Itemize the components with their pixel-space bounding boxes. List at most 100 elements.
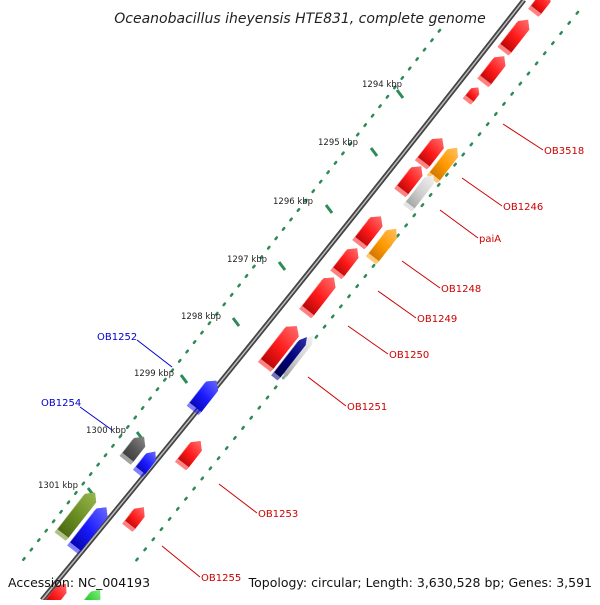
gene-arrow-22-face [125, 507, 145, 529]
gene-arrow-6-face [429, 147, 458, 181]
gene-arrow-5-side [414, 157, 430, 170]
gene-arrow-2[interactable] [497, 19, 530, 56]
gene-arrow-3-face [480, 56, 506, 85]
gene-arrow-8-side [394, 185, 409, 198]
tick-mark-1296 [324, 204, 334, 214]
gene-arrow-20[interactable] [54, 492, 97, 541]
gene-arrow-17-face [177, 441, 202, 468]
gene-arrow-7-face [406, 175, 434, 209]
gene-arrow-5-face [417, 138, 444, 167]
gene-label-OB1246[interactable]: OB1246 [503, 202, 543, 213]
gene-arrow-24[interactable] [76, 589, 101, 605]
outer-dotted-track [18, 28, 442, 566]
gene-arrow-12-side [299, 278, 324, 309]
tick-label-1294: 1294 kbp [362, 80, 402, 90]
gene-arrow-15-side [271, 340, 300, 376]
gene-arrow-8[interactable] [394, 166, 423, 198]
gene-arrow-12-side [299, 305, 314, 319]
gene-arrow-21[interactable] [67, 507, 108, 554]
gene-arrow-7-side [403, 177, 426, 205]
gene-arrow-20-side [54, 529, 69, 541]
gene-label-OB1248[interactable]: OB1248 [441, 284, 481, 295]
gene-arrow-22-side [122, 520, 136, 532]
gene-label-OB3518[interactable]: OB3518 [544, 146, 584, 157]
genome-backbone-highlight [41, 0, 525, 601]
gene-arrow-17-side [174, 458, 189, 471]
gene-arrow-16[interactable] [186, 380, 219, 415]
gene-arrow-9[interactable] [352, 216, 383, 250]
gene-arrow-13-side [257, 359, 274, 372]
gene-arrow-8-side [394, 167, 412, 189]
gene-arrow-24-face [80, 589, 101, 605]
gene-label-paiA[interactable]: paiA [479, 234, 501, 245]
gene-label-OB1254[interactable]: OB1254 [41, 398, 81, 409]
gene-arrow-22-side [122, 508, 135, 524]
gene-arrow-12[interactable] [299, 277, 336, 319]
gene-arrow-21-side [67, 508, 97, 546]
tick-mark-1297 [277, 261, 287, 271]
map-title: Oceanobacillus iheyensis HTE831, complet… [114, 11, 485, 27]
tick-label-1297: 1297 kbp [227, 255, 267, 265]
gene-arrow-10-side [365, 253, 379, 265]
gene-arrow-9-side [352, 237, 368, 250]
gene-arrow-9-side [352, 217, 371, 240]
gene-arrow-16-side [186, 402, 202, 415]
gene-arrow-15-face [274, 337, 307, 378]
gene-label-OB1253[interactable]: OB1253 [258, 509, 298, 520]
gene-arrow-10-face [368, 228, 397, 262]
gene-arrow-5[interactable] [414, 138, 444, 170]
tick-mark-1295 [369, 147, 379, 157]
tick-mark-1299 [179, 374, 189, 384]
gene-arrow-13[interactable] [257, 326, 299, 372]
gene-arrow-4[interactable] [462, 87, 480, 105]
gene-arrow-19[interactable] [132, 451, 156, 478]
gene-arrow-18-side [119, 438, 135, 456]
gene-arrow-22[interactable] [122, 507, 145, 532]
gene-arrow-17-side [174, 442, 191, 462]
gene-label-OB1251[interactable]: OB1251 [347, 402, 387, 413]
gene-arrow-18-side [119, 452, 134, 465]
gene-arrow-15[interactable] [271, 337, 307, 381]
gene-arrow-8-face [397, 166, 423, 195]
callout-lines [79, 123, 544, 578]
gene-arrow-1[interactable] [528, 0, 551, 17]
gene-arrow-1-side [528, 5, 542, 17]
gene-arrow-5-side [414, 139, 432, 161]
gene-arrow-21-side [67, 542, 82, 554]
gene-arrow-18-face [122, 436, 146, 462]
gene-arrow-12-face [302, 277, 336, 316]
gene-arrow-16-side [186, 381, 207, 406]
gene-label-OB1249[interactable]: OB1249 [417, 314, 457, 325]
tick-label-1298: 1298 kbp [181, 312, 221, 322]
tick-label-1301: 1301 kbp [38, 481, 78, 491]
gene-arrow-17[interactable] [174, 441, 202, 471]
gene-arrow-3[interactable] [477, 56, 506, 88]
gene-arrow-10[interactable] [365, 228, 397, 265]
gene-arrow-18[interactable] [119, 436, 146, 465]
gene-arrow-11-side [330, 267, 345, 280]
tick-label-1300: 1300 kbp [86, 426, 126, 436]
gene-arrow-15-side [271, 372, 281, 381]
gene-arrow-3-side [477, 75, 492, 88]
gene-arrow-1-side [528, 0, 536, 9]
gene-arrow-11[interactable] [330, 248, 359, 280]
gene-label-OB1255[interactable]: OB1255 [201, 573, 241, 584]
tick-label-1299: 1299 kbp [134, 369, 174, 379]
gene-label-OB1250[interactable]: OB1250 [389, 350, 429, 361]
gene-arrow-3-side [477, 57, 495, 79]
gene-arrow-16-face [189, 380, 219, 412]
gene-arrow-4-side [462, 95, 474, 105]
gene-arrow-4-face [465, 87, 480, 102]
gene-arrow-7[interactable] [403, 175, 434, 212]
tick-marks [86, 89, 405, 497]
tick-mark-1298 [231, 317, 241, 327]
gene-arrow-2-face [500, 19, 530, 53]
gene-arrow-10-side [365, 230, 387, 257]
gene-arrow-19-side [132, 453, 147, 470]
gene-arrow-13-side [257, 326, 287, 362]
genome-summary-text: Topology: circular; Length: 3,630,528 bp… [248, 575, 592, 590]
gene-arrow-6[interactable] [426, 147, 458, 184]
gene-label-OB1252[interactable]: OB1252 [97, 332, 137, 343]
